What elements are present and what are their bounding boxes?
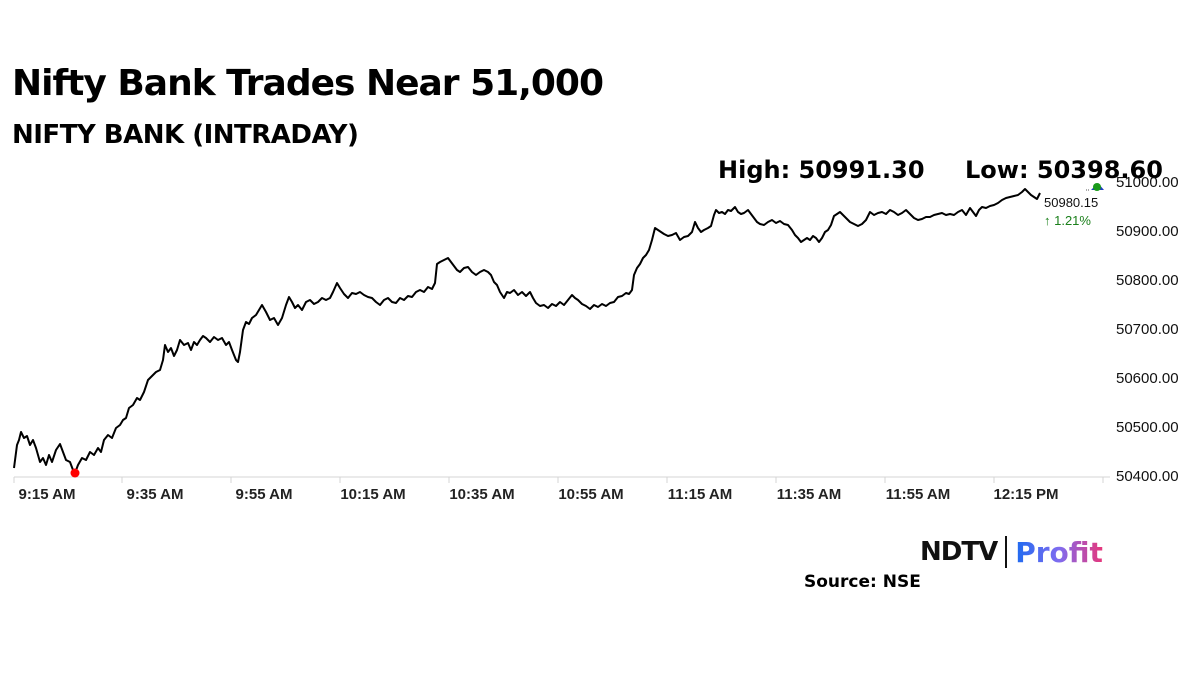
x-tick-0915: 9:15 AM <box>18 486 76 503</box>
x-tick-1055: 10:55 AM <box>558 486 624 503</box>
logo-profit-text: Profit <box>1015 535 1103 569</box>
high-marker <box>1093 183 1101 191</box>
y-tick-50900: 50900.00 <box>1116 223 1179 240</box>
low-marker <box>70 468 80 478</box>
x-tick-1035: 10:35 AM <box>449 486 515 503</box>
y-tick-50800: 50800.00 <box>1116 272 1179 289</box>
chart-title: Nifty Bank Trades Near 51,000 <box>12 63 604 104</box>
logo-ndtv-text: NDTV <box>920 537 998 567</box>
chart-subtitle: NIFTY BANK (INTRADAY) <box>12 120 359 150</box>
y-tick-50500: 50500.00 <box>1116 419 1179 436</box>
last-price-value: 50980.15 <box>1044 195 1099 210</box>
x-tick-1115: 11:15 AM <box>667 486 733 503</box>
x-tick-0955: 9:55 AM <box>235 486 293 503</box>
y-tick-50400: 50400.00 <box>1116 468 1179 485</box>
last-price-change: ↑ 1.21% <box>1044 213 1091 228</box>
x-tick-1155: 11:55 AM <box>885 486 951 503</box>
x-tick-1015: 10:15 AM <box>340 486 406 503</box>
y-tick-50600: 50600.00 <box>1116 370 1179 387</box>
x-tick-1215: 12:15 PM <box>993 486 1059 503</box>
ndtv-profit-logo: NDTV Profit <box>920 534 1103 570</box>
low-label: Low: 50398.60 <box>965 156 1163 184</box>
y-tick-50700: 50700.00 <box>1116 321 1179 338</box>
x-tick-1135: 11:35 AM <box>776 486 842 503</box>
logo-divider <box>1005 536 1008 568</box>
price-line <box>13 188 1041 474</box>
x-axis-ticks <box>13 477 1104 483</box>
x-tick-0935: 9:35 AM <box>126 486 184 503</box>
y-tick-51000: 51000.00 <box>1116 174 1179 191</box>
source-label: Source: NSE <box>804 572 921 592</box>
high-label: High: 50991.30 <box>718 156 925 184</box>
